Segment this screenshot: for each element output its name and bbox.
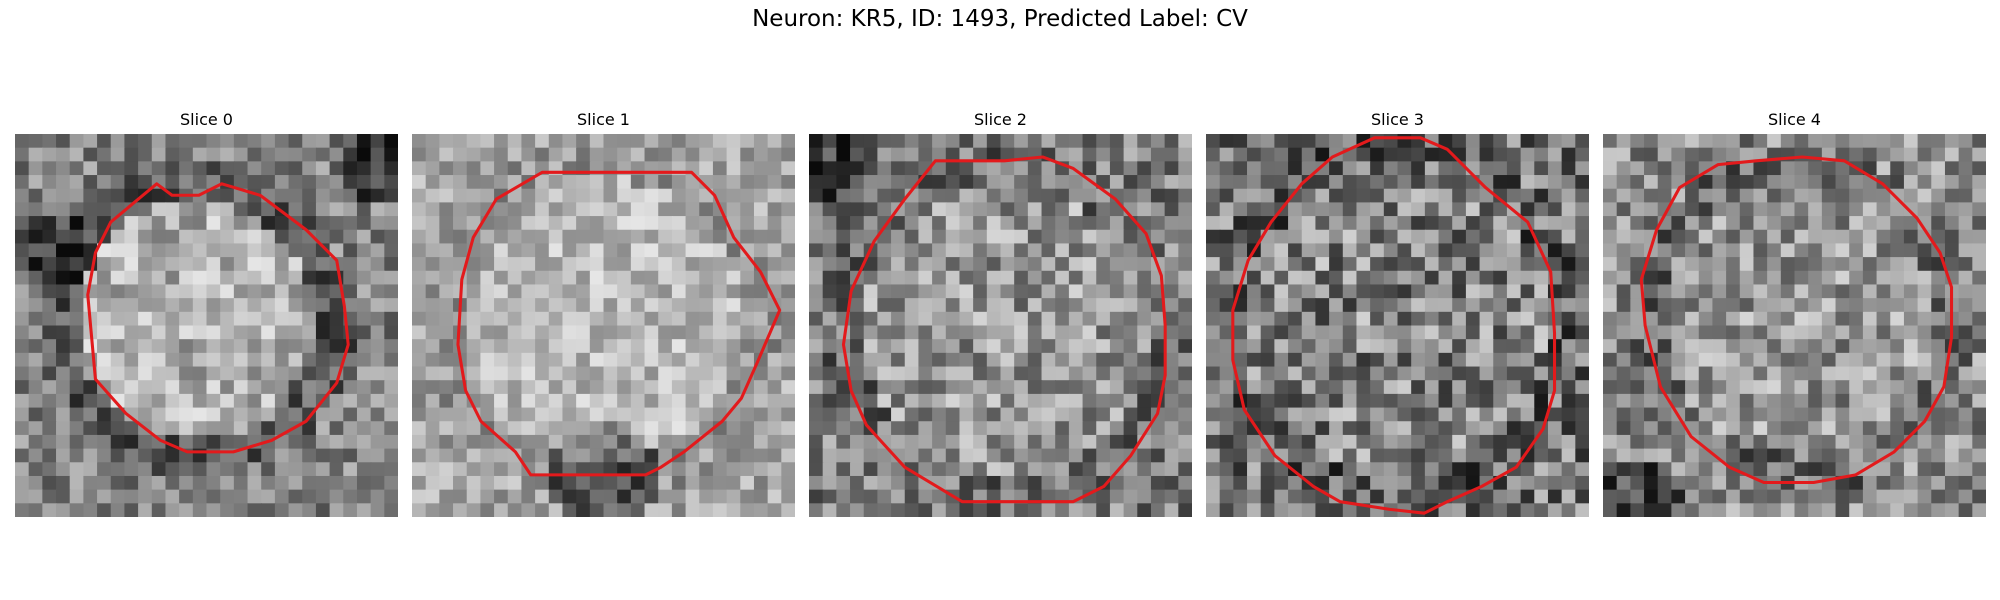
slice-title-3: Slice 3: [1371, 110, 1424, 129]
slice-panel-0: Slice 0: [15, 108, 398, 517]
figure-title: Neuron: KR5, ID: 1493, Predicted Label: …: [752, 6, 1248, 32]
segmentation-contour-0: [86, 182, 350, 454]
slice-image-4: [1603, 134, 1986, 517]
slice-image-2: [809, 134, 1192, 517]
segmentation-contour-2: [841, 155, 1167, 504]
slice-panel-3: Slice 3: [1206, 108, 1589, 517]
slice-title-2: Slice 2: [974, 110, 1027, 129]
slice-title-1: Slice 1: [577, 110, 630, 129]
segmentation-contour-4: [1639, 155, 1954, 485]
slice-panel-1: Slice 1: [412, 108, 795, 517]
segmentation-contour-1: [456, 170, 782, 477]
slice-title-4: Slice 4: [1768, 110, 1821, 129]
slice-title-0: Slice 0: [180, 110, 233, 129]
segmentation-contour-3: [1231, 136, 1557, 515]
slice-image-0: [15, 134, 398, 517]
slice-panel-4: Slice 4: [1603, 108, 1986, 517]
slice-panel-2: Slice 2: [809, 108, 1192, 517]
slice-image-3: [1206, 134, 1589, 517]
slice-image-1: [412, 134, 795, 517]
